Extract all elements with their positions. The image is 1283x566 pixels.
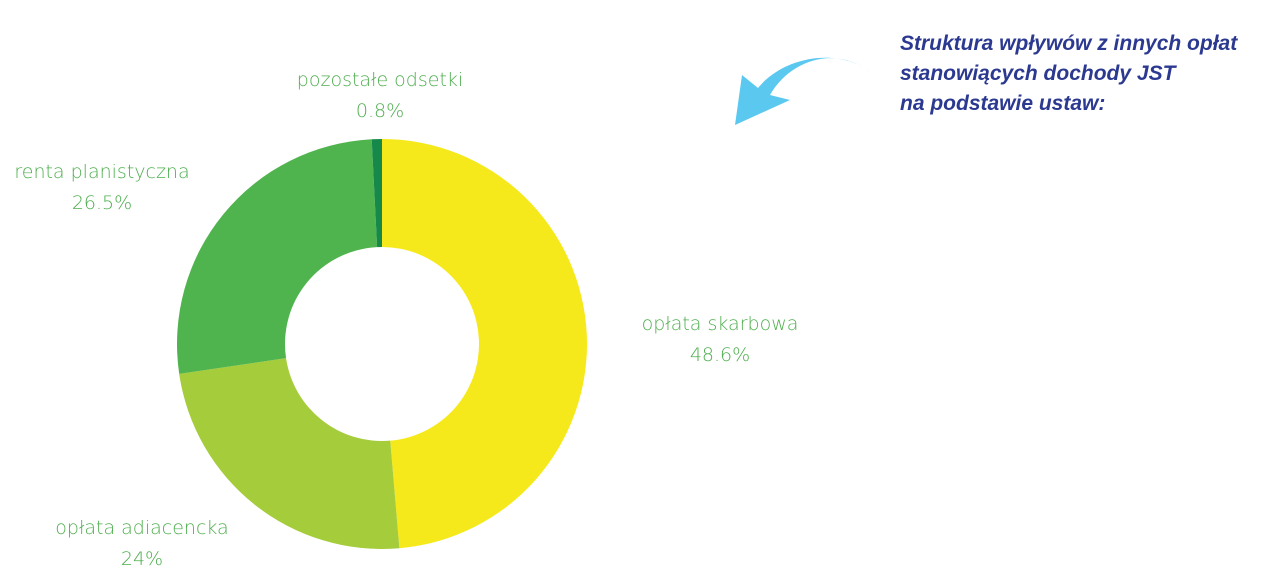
slice-value-label: 26.5% [72, 192, 132, 214]
arrow-icon [735, 57, 870, 125]
slice-value-label: 24% [121, 548, 163, 566]
slice-label: pozostałe odsetki [297, 69, 463, 91]
title-line: na podstawie ustaw: [900, 92, 1105, 115]
title-line: stanowiących dochody JST [900, 62, 1178, 85]
title-line: Struktura wpływów z innych opłat [900, 32, 1238, 55]
title: Struktura wpływów z innych opłat stanowią… [900, 32, 1238, 115]
donut-slice [176, 139, 378, 374]
slice-label: opłata adiacencka [55, 517, 228, 539]
donut-slice [371, 139, 382, 248]
donut-slice [179, 358, 400, 549]
slice-label: opłata skarbowa [642, 313, 799, 335]
slice-value-label: 48.6% [690, 344, 750, 366]
slice-value-label: 0.8% [356, 100, 404, 122]
slice-label: renta planistyczna [14, 161, 189, 183]
donut-slice [382, 139, 587, 549]
